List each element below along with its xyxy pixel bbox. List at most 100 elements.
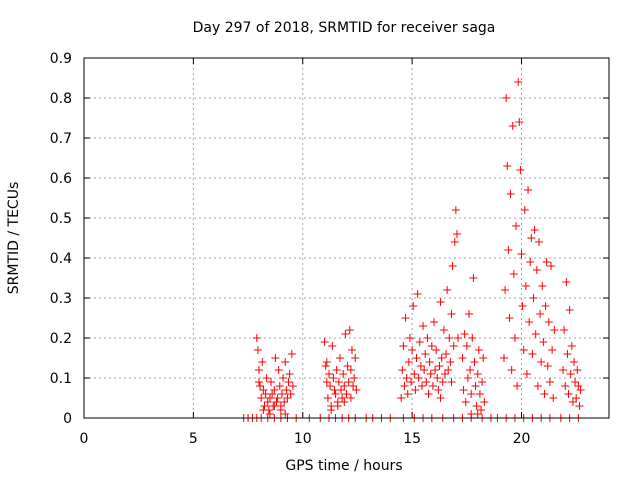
data-point (280, 398, 289, 406)
data-point (447, 378, 456, 386)
data-point (258, 358, 267, 366)
x-tick-label: 0 (80, 431, 89, 447)
data-point (402, 374, 411, 382)
data-point (433, 374, 442, 382)
y-axis-title: SRMTID / TECUs (6, 182, 22, 295)
data-point (417, 382, 426, 390)
data-point (473, 370, 482, 378)
data-point (460, 330, 469, 338)
data-point (446, 358, 455, 366)
data-point (461, 398, 470, 406)
data-point (265, 410, 274, 418)
data-point (343, 362, 352, 370)
data-point (322, 378, 331, 386)
data-point (436, 298, 445, 306)
data-point (276, 406, 285, 414)
data-point (419, 322, 428, 330)
y-tick-label: 0.2 (50, 331, 72, 347)
data-point (576, 386, 585, 394)
data-point (470, 358, 479, 366)
data-point (451, 206, 460, 214)
data-point (416, 362, 425, 370)
data-point (344, 378, 353, 386)
data-point (397, 394, 406, 402)
data-point (405, 334, 414, 342)
data-point (407, 378, 416, 386)
data-point (334, 378, 343, 386)
data-point (255, 366, 263, 374)
data-point (541, 302, 550, 310)
data-point (575, 402, 584, 410)
x-tick-label: 15 (403, 431, 421, 447)
data-point (342, 390, 351, 398)
data-point (257, 394, 266, 402)
data-point (510, 334, 519, 342)
data-point (570, 358, 578, 366)
data-point (346, 394, 355, 402)
data-point (512, 222, 521, 230)
data-point (401, 314, 410, 322)
x-tick-label: 5 (189, 431, 198, 447)
y-tick-label: 0.6 (50, 171, 72, 187)
data-point (531, 330, 540, 338)
data-point (400, 382, 409, 390)
data-point (529, 294, 538, 302)
data-point (573, 366, 582, 374)
data-point (467, 390, 476, 398)
data-point (421, 350, 430, 358)
data-point (426, 370, 435, 378)
data-point (474, 346, 483, 354)
data-point (347, 346, 356, 354)
data-point (430, 318, 438, 326)
data-point (452, 230, 461, 238)
axis-ticks (83, 57, 609, 419)
y-tick-label: 0.5 (50, 211, 72, 227)
data-point (475, 390, 484, 398)
data-point (279, 374, 288, 382)
data-point (412, 354, 421, 362)
data-point (506, 190, 515, 198)
data-point (325, 370, 333, 378)
data-point (473, 410, 482, 418)
data-point (469, 274, 478, 282)
data-point (252, 334, 261, 342)
data-point (340, 382, 349, 390)
data-point (520, 206, 529, 214)
data-point (463, 374, 472, 382)
data-point (540, 390, 549, 398)
data-point (568, 398, 577, 406)
data-point (408, 346, 417, 354)
data-point (285, 370, 294, 378)
data-point (323, 394, 332, 402)
data-point (340, 398, 349, 406)
data-point (414, 374, 423, 382)
data-point (472, 402, 481, 410)
x-tick-label: 10 (294, 431, 312, 447)
data-point (432, 346, 441, 354)
x-axis-title: GPS time / hours (285, 458, 402, 474)
data-point (328, 342, 337, 350)
data-point (549, 394, 558, 402)
data-point (335, 354, 344, 362)
data-point (255, 378, 263, 386)
data-point (346, 366, 355, 374)
data-point (527, 234, 536, 242)
data-point (403, 390, 412, 398)
data-point (458, 354, 467, 362)
data-point (500, 354, 508, 362)
data-point (327, 406, 336, 414)
data-point (322, 358, 331, 366)
data-point (288, 382, 297, 390)
y-tick-label: 0.3 (50, 291, 72, 307)
data-point (514, 78, 523, 86)
data-point (566, 370, 575, 378)
data-point (513, 382, 522, 390)
tick-labels: 0 0.1 0.2 0.3 0.4 0.5 0.6 0.7 0.8 0.9 0 5 10 15 20 (50, 51, 531, 447)
data-point (538, 282, 547, 290)
data-point (435, 362, 444, 370)
data-point (530, 226, 539, 234)
data-point (478, 378, 487, 386)
data-point (517, 250, 526, 258)
data-point (404, 358, 413, 366)
